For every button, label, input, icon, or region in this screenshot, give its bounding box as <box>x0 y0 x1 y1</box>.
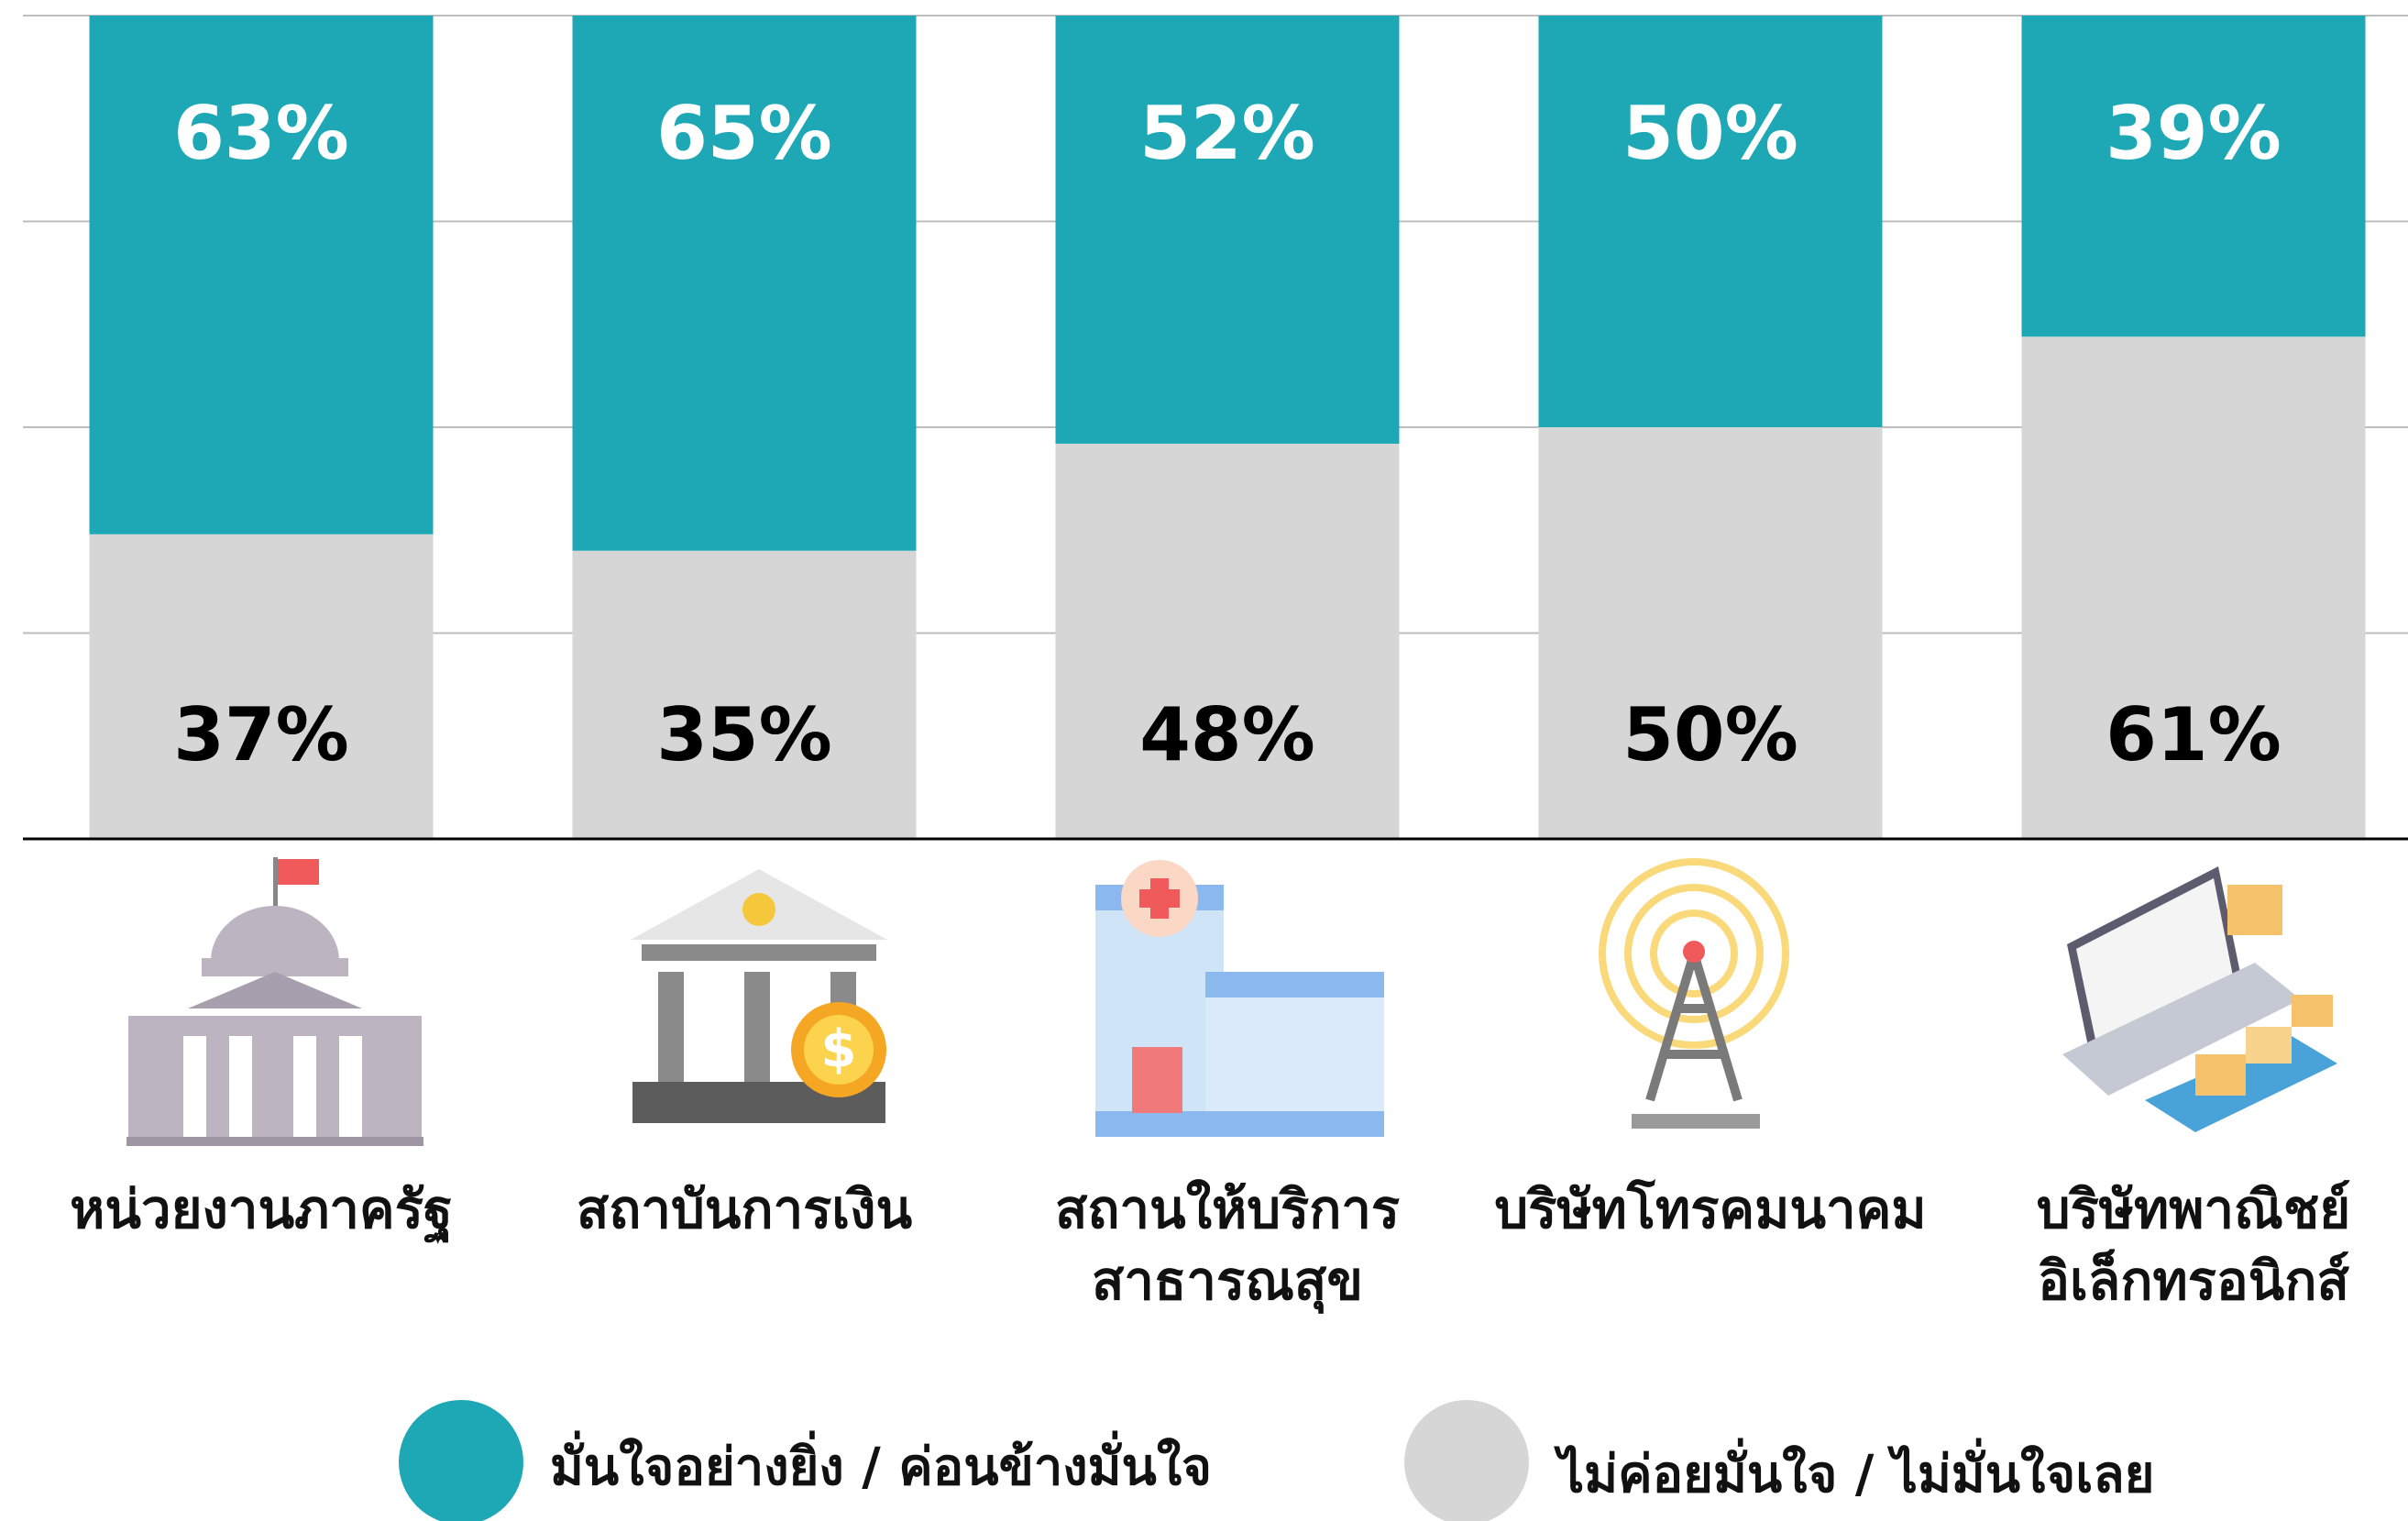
legend-swatch <box>1404 1400 1529 1521</box>
value-label: 37% <box>173 692 348 777</box>
page: $ 37%63%35%65%48%52%50%50%61%39% (() => … <box>0 0 2408 1521</box>
value-label: 52% <box>1139 91 1314 176</box>
icon-ecommerce <box>2062 866 2337 1132</box>
icons: $ <box>126 857 2337 1146</box>
category-label: บริษัทพาณิชย์ อิเล็กทรอนิกส์ <box>1955 1174 2408 1317</box>
category-label: สถาบันการเงิน <box>506 1174 983 1245</box>
value-label: 63% <box>173 91 348 176</box>
legend-swatch <box>399 1400 523 1521</box>
legend-label: มั่นใจอย่างยิ่ง / ค่อนข้างมั่นใจ <box>550 1426 1212 1507</box>
icon-hospital <box>1095 860 1384 1137</box>
bar-segment <box>2022 16 2366 336</box>
category-label: บริษัทโทรคมนาคม <box>1472 1174 1949 1245</box>
value-label: 35% <box>656 692 831 777</box>
value-label: 61% <box>2106 692 2281 777</box>
bar-segment <box>90 535 434 839</box>
value-label: 50% <box>1622 692 1798 777</box>
bar-segment <box>1056 16 1400 444</box>
value-label: 48% <box>1139 692 1314 777</box>
icon-government <box>126 857 423 1146</box>
legend-label: ไม่ค่อยมั่นใจ / ไม่มั่นใจเลย <box>1558 1433 2154 1515</box>
icon-telecom <box>1602 862 1786 1129</box>
category-label: หน่วยงานภาครัฐ <box>23 1174 500 1245</box>
value-label: 65% <box>656 91 831 176</box>
category-label: สถานให้บริการ สาธารณสุข <box>989 1174 1466 1317</box>
icon-bank: $ <box>631 869 887 1123</box>
value-label: 50% <box>1622 91 1798 176</box>
value-label: 39% <box>2106 91 2281 176</box>
bar-segment <box>1056 444 1400 839</box>
bar-segment <box>1539 16 1883 427</box>
icon-glyph: $ <box>821 1020 857 1079</box>
